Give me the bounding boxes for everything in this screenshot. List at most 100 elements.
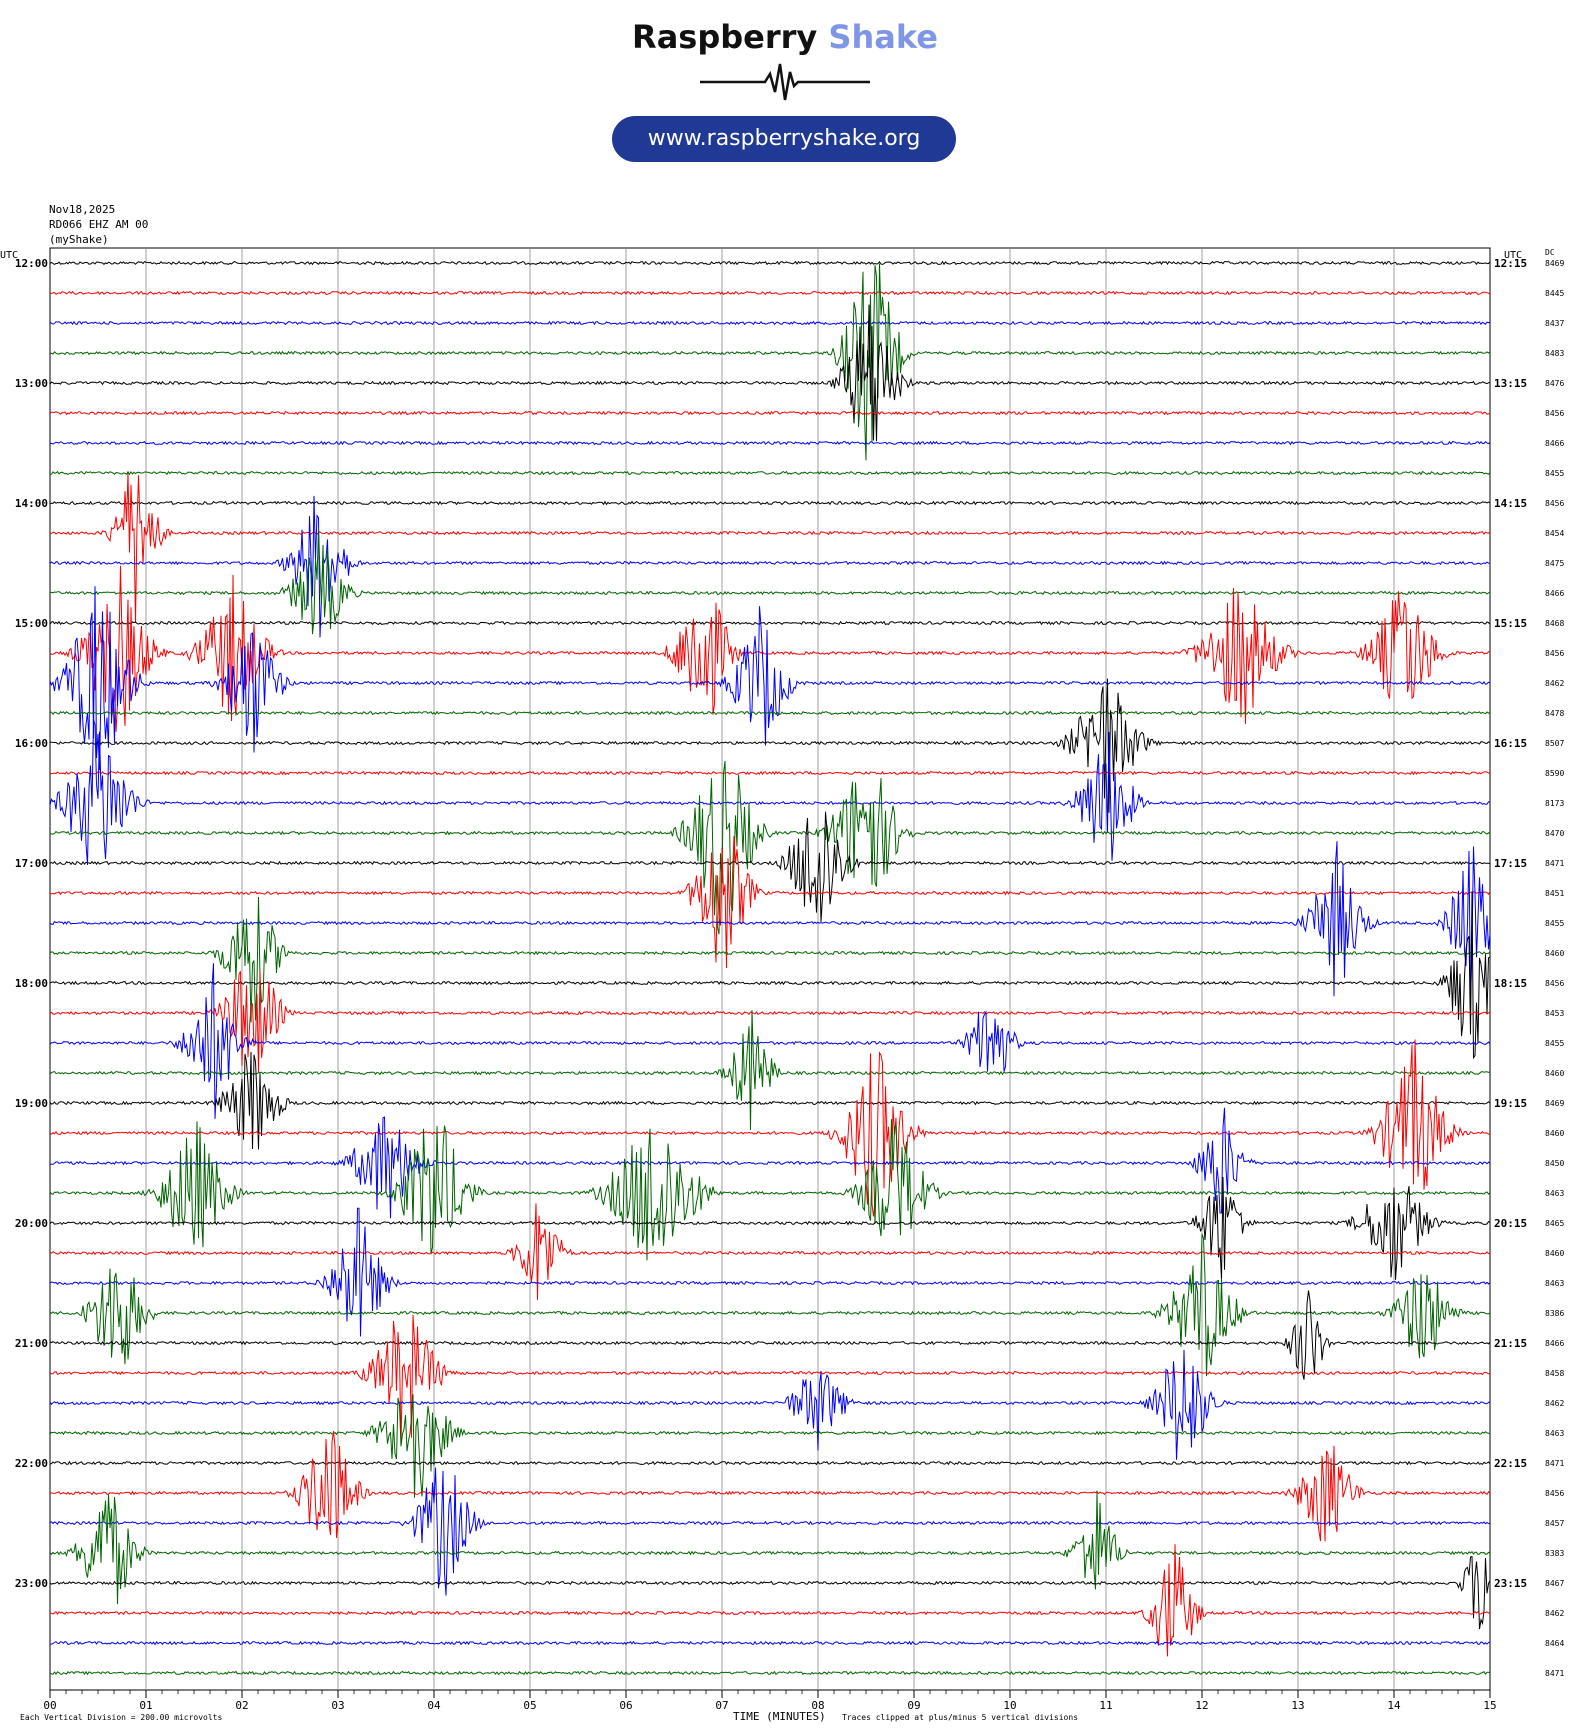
trace-line xyxy=(49,1460,1491,1466)
grid-lines xyxy=(145,248,1395,1690)
x-tick-label: 14 xyxy=(1387,1699,1401,1712)
plot-frame xyxy=(49,247,1491,1691)
hour-label-left: 12:00 xyxy=(15,257,48,270)
footer-clip-note: Traces clipped at plus/minus 5 vertical … xyxy=(842,1713,1078,1722)
dc-value: 8460 xyxy=(1545,1069,1564,1078)
trace-line xyxy=(49,1233,1491,1377)
trace-line xyxy=(49,1467,1491,1596)
dc-value: 8476 xyxy=(1545,379,1564,388)
dc-value: 8445 xyxy=(1545,289,1564,298)
hour-label-left: 22:00 xyxy=(15,1457,48,1470)
website-link[interactable]: www.raspberryshake.org xyxy=(612,116,956,162)
trace-line xyxy=(49,719,1491,866)
dc-value: 8456 xyxy=(1545,409,1564,418)
hour-label-right: 23:15 xyxy=(1494,1577,1527,1590)
dc-value: 8471 xyxy=(1545,1669,1564,1678)
dc-value: 8456 xyxy=(1545,499,1564,508)
trace-line xyxy=(49,1670,1491,1676)
dc-labels: 8469 8445 8437 8483 8476 8456 8466 8455 8456 8454… xyxy=(1545,259,1564,1678)
header-date: Nov18,2025 xyxy=(49,203,115,216)
trace-line xyxy=(49,1203,1491,1300)
dc-value: 8453 xyxy=(1545,1009,1564,1018)
dc-value: 8470 xyxy=(1545,829,1564,838)
trace-line xyxy=(49,710,1491,716)
hour-label-left: 23:00 xyxy=(15,1577,48,1590)
seismograph-logo-icon xyxy=(700,63,870,101)
trace-line xyxy=(49,1349,1491,1460)
hour-label-left: 18:00 xyxy=(15,977,48,990)
dc-value: 8463 xyxy=(1545,1429,1564,1438)
dc-value: 8471 xyxy=(1545,1459,1564,1468)
trace-line xyxy=(49,527,1491,635)
trace-line xyxy=(49,1207,1491,1337)
trace-line xyxy=(49,470,1491,476)
trace-line xyxy=(49,586,1491,771)
trace-line xyxy=(49,473,1491,623)
trace-line xyxy=(49,963,1491,1119)
hour-label-right: 14:15 xyxy=(1494,497,1527,510)
dc-value: 8466 xyxy=(1545,1339,1564,1348)
trace-line xyxy=(49,263,1491,461)
x-tick-label: 13 xyxy=(1291,1699,1304,1712)
trace-line xyxy=(49,1119,1491,1261)
dc-value: 8463 xyxy=(1545,1279,1564,1288)
dc-value: 8465 xyxy=(1545,1219,1564,1228)
dc-value: 8450 xyxy=(1545,1159,1564,1168)
brand-title-part2: Shake xyxy=(828,18,938,56)
dc-value: 8451 xyxy=(1545,889,1564,898)
trace-line xyxy=(49,410,1491,416)
hour-label-left: 15:00 xyxy=(15,617,48,630)
dc-value: 8460 xyxy=(1545,1249,1564,1258)
x-tick-label: 02 xyxy=(235,1699,248,1712)
trace-line xyxy=(49,1555,1491,1630)
dc-value: 8173 xyxy=(1545,799,1564,808)
hour-label-right: 19:15 xyxy=(1494,1097,1527,1110)
hour-label-right: 15:15 xyxy=(1494,617,1527,630)
x-tick-label: 08 xyxy=(811,1699,824,1712)
x-tick-label: 15 xyxy=(1483,1699,1496,1712)
trace-line xyxy=(49,495,1491,638)
footer-division-note: Each Vertical Division = 200.00 microvol… xyxy=(20,1713,222,1722)
dc-value: 8471 xyxy=(1545,859,1564,868)
brand-header: Raspberry Shake www.raspberryshake.org xyxy=(0,0,1570,175)
trace-line xyxy=(49,896,1491,1023)
x-axis-label: TIME (MINUTES) xyxy=(733,1710,826,1723)
dc-label: DC xyxy=(1545,248,1555,257)
trace-line xyxy=(49,1176,1491,1280)
dc-value: 8463 xyxy=(1545,1189,1564,1198)
trace-line xyxy=(49,770,1491,776)
trace-line xyxy=(50,1544,1491,1657)
trace-line xyxy=(49,290,1491,296)
dc-value: 8460 xyxy=(1545,949,1564,958)
hour-label-right: 21:15 xyxy=(1494,1337,1527,1350)
trace-line xyxy=(49,970,1490,1073)
right-utc-label: UTC xyxy=(1504,250,1522,261)
dc-value: 8455 xyxy=(1545,919,1564,928)
hour-label-right: 20:15 xyxy=(1494,1217,1527,1230)
hour-label-right: 18:15 xyxy=(1494,977,1527,990)
brand-title-part1: Raspberry xyxy=(632,18,818,56)
dc-value: 8590 xyxy=(1545,769,1564,778)
hour-label-left: 20:00 xyxy=(15,1217,48,1230)
hour-label-right: 22:15 xyxy=(1494,1457,1527,1470)
dc-value: 8458 xyxy=(1545,1369,1564,1378)
trace-line xyxy=(49,260,1491,266)
hour-label-left: 21:00 xyxy=(15,1337,48,1350)
dc-value: 8460 xyxy=(1545,1129,1564,1138)
x-tick-label: 00 xyxy=(43,1699,56,1712)
dc-value: 8478 xyxy=(1545,709,1564,718)
trace-line xyxy=(49,1039,1491,1217)
trace-line xyxy=(49,891,1491,1060)
trace-line xyxy=(49,678,1491,813)
dc-value: 8456 xyxy=(1545,979,1564,988)
header-network: (myShake) xyxy=(49,233,109,246)
header-station: RD066 EHZ AM 00 xyxy=(49,218,148,231)
trace-line xyxy=(49,1290,1491,1380)
dc-value: 8462 xyxy=(1545,1609,1564,1618)
trace-line xyxy=(49,565,1491,732)
trace-line xyxy=(50,1640,1491,1646)
left-utc-label: UTC xyxy=(0,250,18,261)
dc-value: 8469 xyxy=(1545,259,1564,268)
dc-value: 8469 xyxy=(1545,1099,1564,1108)
